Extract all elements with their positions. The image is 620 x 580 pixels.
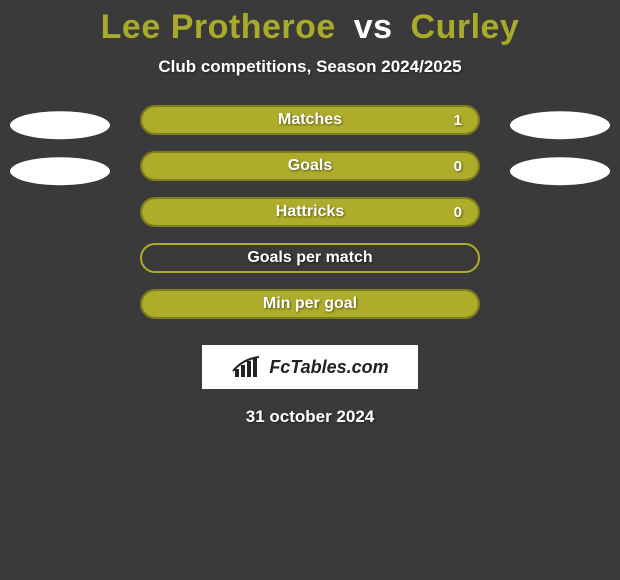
stat-label: Hattricks — [276, 203, 344, 221]
vs-text: vs — [354, 8, 393, 46]
player1-value-ellipse — [10, 157, 110, 185]
stat-label: Goals — [288, 157, 332, 175]
stat-bar: Hattricks 0 — [140, 197, 480, 227]
stat-bar: Min per goal — [140, 289, 480, 319]
logo-box: FcTables.com — [202, 345, 418, 389]
stat-row: Min per goal — [0, 289, 620, 335]
logo-text: FcTables.com — [269, 357, 388, 378]
stat-value: 1 — [454, 112, 462, 129]
player1-value-ellipse — [10, 111, 110, 139]
date-text: 31 october 2024 — [0, 407, 620, 427]
stat-label: Min per goal — [263, 295, 357, 313]
stat-row: Goals per match — [0, 243, 620, 289]
stat-row: Matches 1 — [0, 105, 620, 151]
stat-row: Goals 0 — [0, 151, 620, 197]
player2-value-ellipse — [510, 157, 610, 185]
stat-row: Hattricks 0 — [0, 197, 620, 243]
player1-name: Lee Protheroe — [101, 8, 336, 46]
comparison-card: Lee Protheroe vs Curley Club competition… — [0, 0, 620, 427]
chart-icon — [231, 355, 265, 379]
stat-bar: Goals per match — [140, 243, 480, 273]
stat-value: 0 — [454, 158, 462, 175]
stat-value: 0 — [454, 204, 462, 221]
player2-value-ellipse — [510, 111, 610, 139]
stat-label: Goals per match — [247, 249, 372, 267]
page-title: Lee Protheroe vs Curley — [0, 8, 620, 47]
stats-area: Matches 1 Goals 0 Hattricks 0 Goals per match M… — [0, 105, 620, 335]
subtitle: Club competitions, Season 2024/2025 — [0, 57, 620, 77]
stat-bar: Matches 1 — [140, 105, 480, 135]
stat-bar: Goals 0 — [140, 151, 480, 181]
stat-label: Matches — [278, 111, 342, 129]
player2-name: Curley — [411, 8, 520, 46]
